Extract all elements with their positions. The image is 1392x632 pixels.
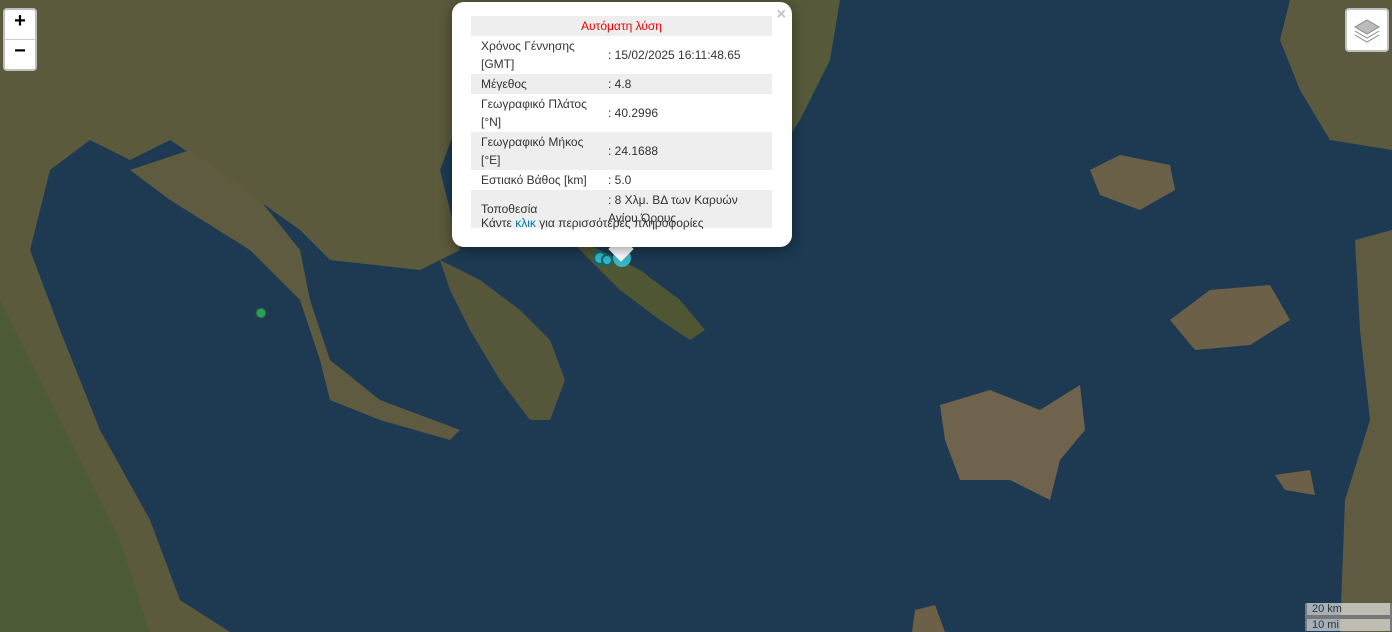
popup-row: Γεωγραφικό Μήκος [°E] : 24.1688 (471, 132, 772, 170)
popup-close[interactable]: × (776, 6, 786, 23)
field-label: Τοποθεσία (481, 202, 538, 216)
popup-row: Γεωγραφικό Πλάτος [°N] : 40.2996 (471, 94, 772, 132)
popup-row: Τοποθεσία : 8 Χλμ. ΒΔ των Καρυών Αγίου Όρ… (471, 190, 772, 228)
zoom-out[interactable]: − (5, 39, 35, 69)
field-value: : 40.2996 (608, 106, 659, 120)
footer-text: Κάντε (481, 216, 516, 230)
popup: × Αυτόματη λύση Χρόνος Γέννησης [GMT] : 1… (452, 2, 792, 247)
zoom-in[interactable]: + (14, 10, 26, 32)
scale-metric: 20 km (1305, 603, 1392, 617)
popup-title: Αυτόματη λύση (471, 16, 772, 36)
field-label: Μέγεθος (481, 77, 527, 91)
popup-table: Αυτόματη λύση Χρόνος Γέννησης [GMT] : 15/… (471, 16, 772, 228)
field-label: Χρόνος Γέννησης [GMT] (481, 39, 575, 71)
field-value: : 24.1688 (608, 144, 659, 158)
popup-row: Εστιακό Βάθος [km] : 5.0 (471, 170, 772, 190)
popup-row: Χρόνος Γέννησης [GMT] : 15/02/2025 16:11:… (471, 36, 772, 74)
layer-control[interactable] (1345, 8, 1389, 52)
layers-icon (1354, 19, 1380, 43)
zoom-control: + − (3, 8, 37, 71)
scale-imperial: 10 mi (1305, 617, 1392, 631)
field-value: : 4.8 (608, 77, 632, 91)
scale-bar: 20 km 10 mi (1305, 603, 1392, 631)
field-label: Γεωγραφικό Πλάτος [°N] (481, 97, 587, 129)
popup-row: Μέγεθος : 4.8 (471, 74, 772, 94)
popup-footer: Κάντε κλικ για περισσότερες πληροφορίες (481, 216, 704, 230)
field-label: Γεωγραφικό Μήκος [°E] (481, 135, 584, 167)
field-value: : 8 Χλμ. ΒΔ των Καρυών Αγίου Όρους (608, 193, 738, 225)
field-label: Εστιακό Βάθος [km] (481, 173, 587, 187)
field-value: : 5.0 (608, 173, 632, 187)
footer-text: για περισσότερες πληροφορίες (535, 216, 704, 230)
field-value: : 15/02/2025 16:11:48.65 (608, 48, 741, 62)
more-link[interactable]: κλικ (515, 216, 536, 230)
